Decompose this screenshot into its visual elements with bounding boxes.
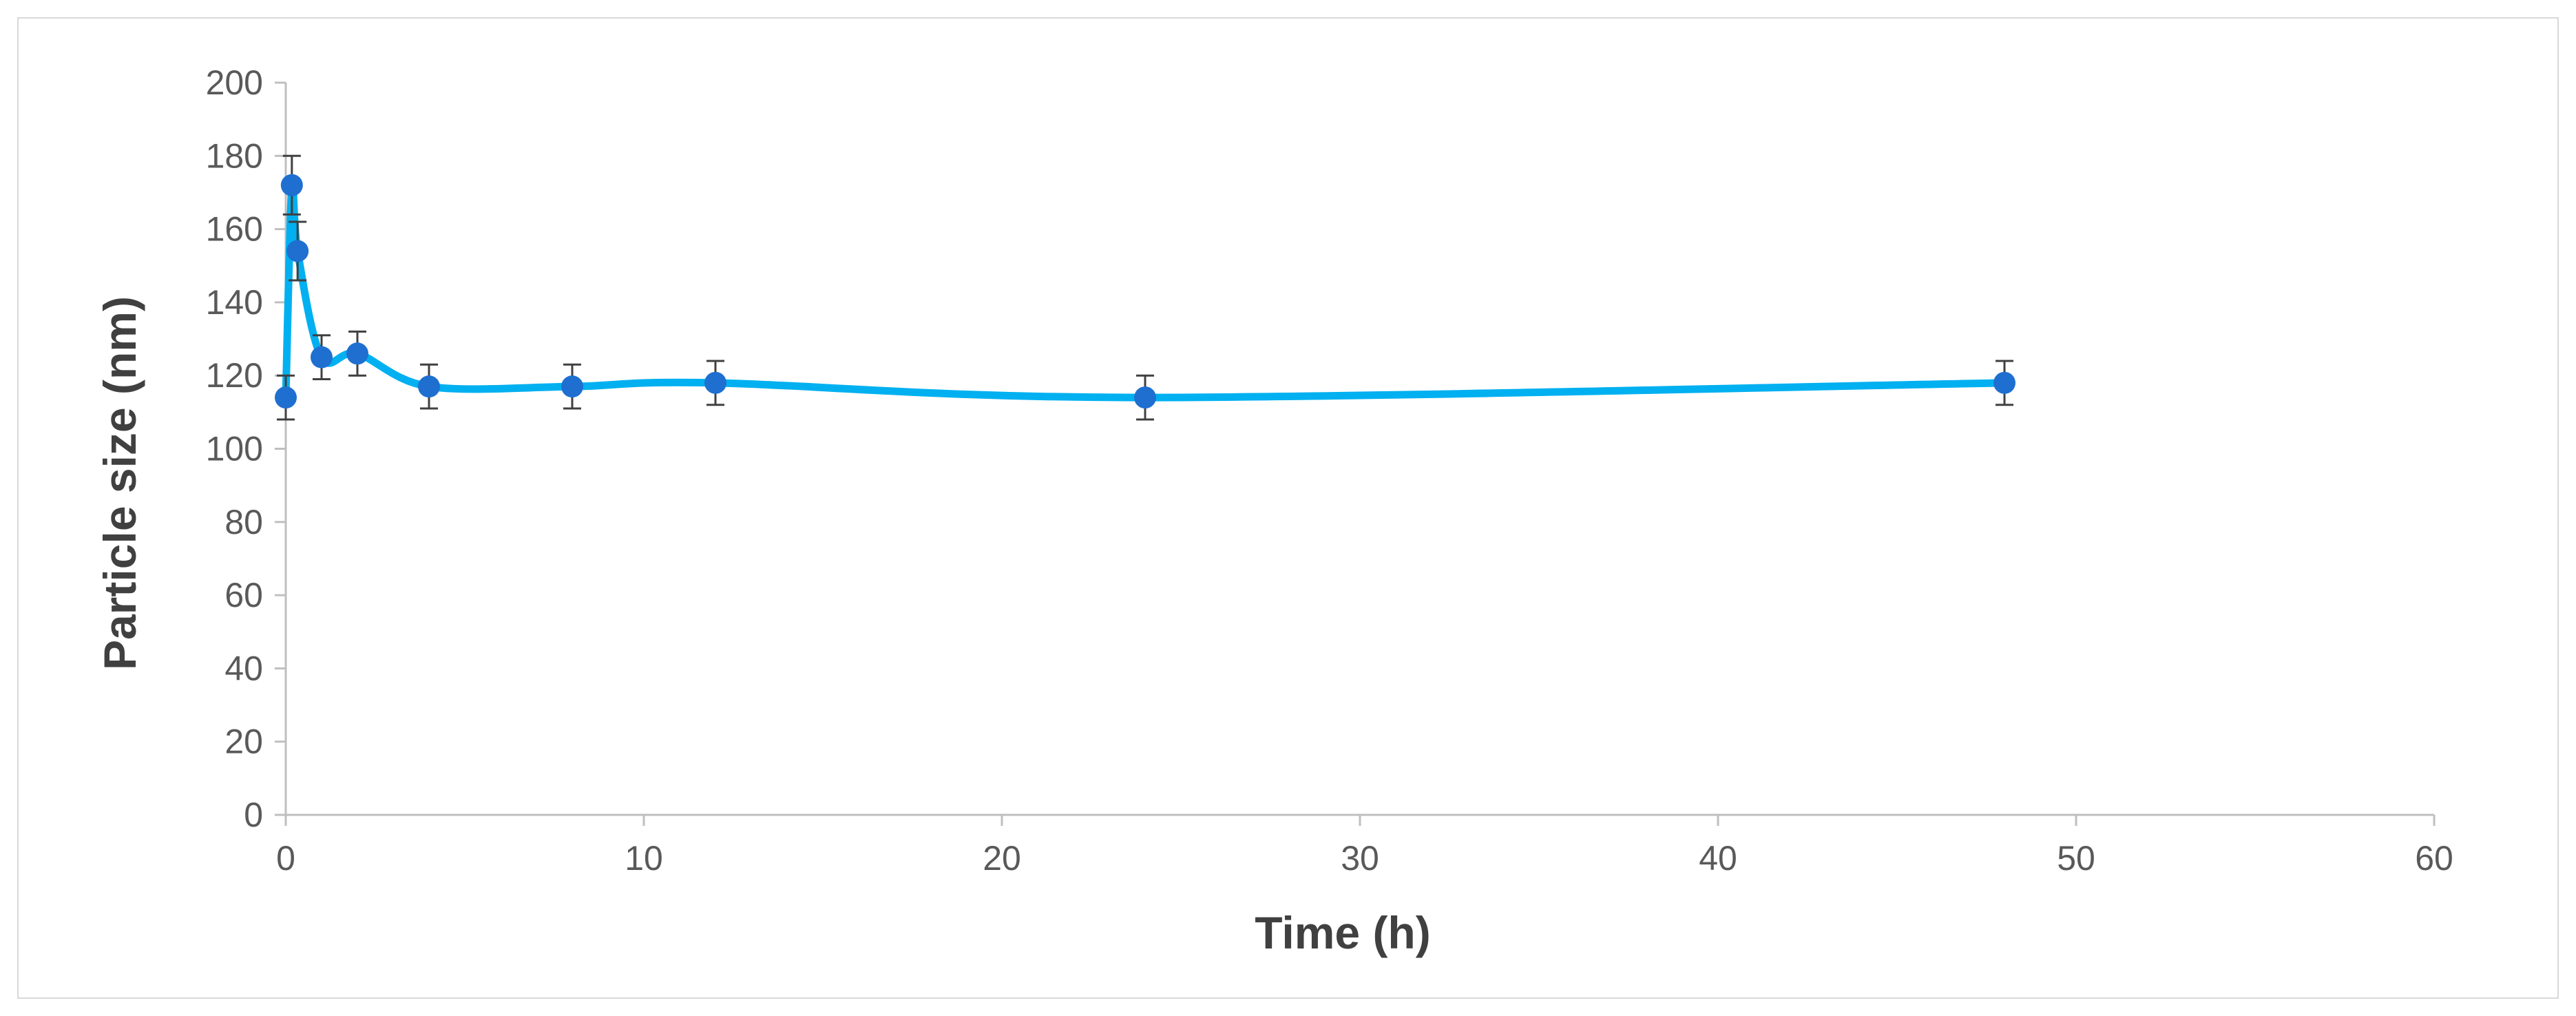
y-tick-label: 60 [224,576,263,614]
data-markers [275,174,2015,409]
data-point [704,371,726,394]
series-line-group [282,176,2009,402]
data-point [286,240,309,262]
error-bars [277,154,2013,421]
data-point [311,346,333,369]
x-axis-title: Time (h) [1255,907,1430,958]
y-tick-label: 20 [224,723,263,761]
data-point [418,375,440,398]
data-point [280,174,303,196]
y-tick-label: 40 [224,649,263,687]
x-tick-label: 30 [1341,839,1379,878]
data-point [346,342,368,365]
x-tick-label: 50 [2057,839,2095,878]
x-tick-label: 0 [276,839,295,878]
x-tick-label: 40 [1699,839,1737,878]
y-axis-title: Particle size (nm) [94,296,145,670]
y-tick-label: 0 [244,796,263,834]
x-axis-ticks: 0 10 20 30 40 50 60 [276,815,2453,878]
x-tick-label: 60 [2415,839,2453,878]
x-tick-label: 10 [625,839,663,878]
y-axis-ticks: 0 20 40 60 80 100 120 140 160 180 200 [206,63,286,834]
data-point [561,375,583,398]
y-tick-label: 160 [206,210,263,249]
y-tick-label: 180 [206,136,263,175]
y-tick-label: 120 [206,356,263,395]
data-point [1134,386,1156,409]
chart-frame [17,17,2559,999]
axes [284,83,2434,816]
y-tick-label: 80 [224,503,263,541]
data-point [275,386,297,409]
y-tick-label: 200 [206,63,263,102]
y-tick-label: 100 [206,430,263,468]
y-tick-label: 140 [206,283,263,322]
series-line [282,176,2009,402]
x-tick-label: 20 [983,839,1021,878]
data-point [1993,371,2015,394]
